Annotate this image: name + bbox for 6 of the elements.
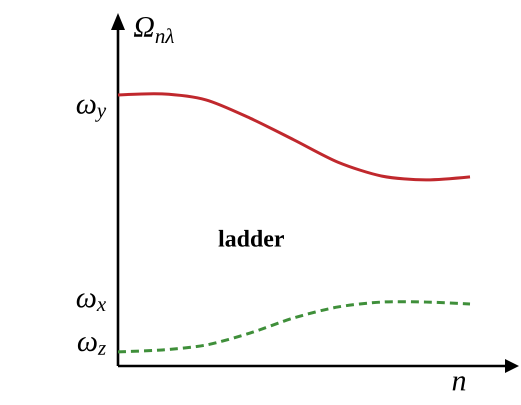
text: ω$_{z}$ [78,336,106,355]
y-axis-title: Ω$_{nλ}$ [134,17,174,43]
x-axis-title: n [452,376,466,390]
text: ω$_{x}$ [76,293,106,312]
text: ω$_{y}$ [76,100,106,122]
annotation: ladder [218,230,284,247]
